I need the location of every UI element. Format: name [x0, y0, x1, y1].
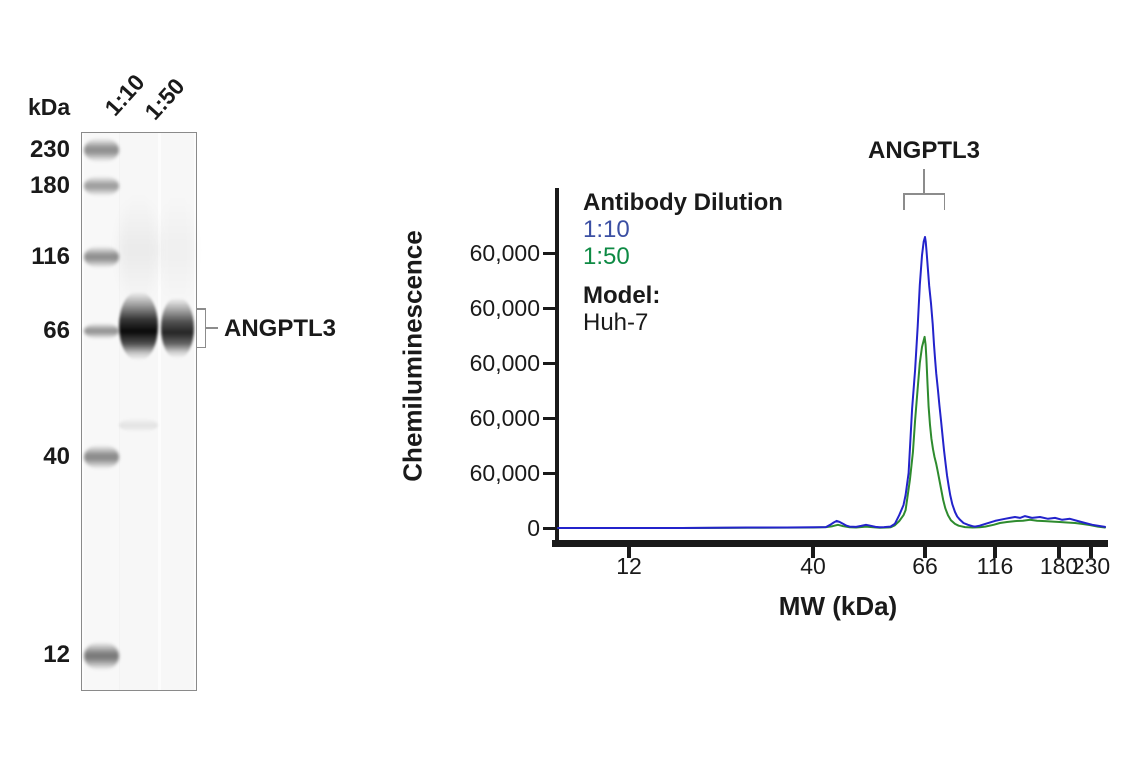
blot-bracket-top-arm	[196, 308, 206, 310]
mw-marker-66: 66	[43, 317, 70, 344]
ladder-band-12	[84, 642, 119, 670]
y-tick-1	[543, 306, 556, 310]
chart-legend: Antibody Dilution 1:10 1:50 Model: Huh-7	[583, 189, 783, 336]
ladder-band-180	[84, 176, 119, 196]
mw-marker-12: 12	[43, 641, 70, 668]
western-blot-panel: kDa 1:10 1:50 230 180 116 66 40 12 ANGPTL3	[0, 0, 336, 768]
legend-model-value: Huh-7	[583, 309, 649, 336]
blot-bracket-mid-tick	[206, 327, 218, 329]
peak-bracket-left-leg	[903, 193, 905, 210]
peak-bracket-right-leg	[943, 193, 945, 210]
ladder-band-230	[84, 138, 119, 162]
blot-band-annotation: ANGPTL3	[224, 315, 337, 342]
legend-entry-1-50: 1:50	[583, 243, 630, 270]
sample-band	[161, 298, 194, 358]
y-axis-title: Chemiluminescence	[397, 230, 428, 482]
x-tick-40	[811, 547, 815, 558]
x-tick-label-40: 40	[800, 553, 826, 579]
y-tick-4	[543, 471, 556, 475]
x-tick-116	[993, 547, 997, 558]
lane-haze	[119, 195, 158, 305]
y-tick-label-1: 60,000	[469, 295, 540, 321]
y-tick-label-5: 0	[527, 515, 540, 541]
y-tick-label-0: 60,000	[469, 240, 540, 266]
x-tick-label-230: 230	[1071, 553, 1111, 579]
peak-bracket-hline	[903, 193, 945, 195]
ladder-band-66	[84, 323, 119, 339]
ladder-band-116	[84, 246, 119, 268]
x-tick-label-116: 116	[976, 553, 1014, 579]
blot-bracket-bottom-arm	[196, 346, 206, 348]
y-tick-label-4: 60,000	[469, 460, 540, 486]
x-axis-line	[552, 540, 1108, 547]
y-tick-label-3: 60,000	[469, 405, 540, 431]
y-tick-3	[543, 416, 556, 420]
x-axis-title: MW (kDa)	[778, 591, 898, 621]
ladder-lane	[84, 133, 120, 690]
sample-band	[119, 418, 158, 432]
x-tick-230	[1089, 547, 1093, 558]
mw-marker-180: 180	[29, 172, 70, 199]
ladder-band-40	[84, 445, 119, 469]
lane-haze	[161, 195, 194, 305]
sample-band	[119, 292, 158, 360]
chart-panel: Chemiluminescence	[380, 0, 1141, 768]
x-tick-label-66: 66	[912, 553, 938, 579]
kda-unit-label: kDa	[28, 94, 71, 120]
x-tick-12	[627, 547, 631, 558]
peak-bracket-stem	[923, 169, 925, 194]
y-tick-label-2: 60,000	[469, 350, 540, 376]
mw-marker-116: 116	[31, 243, 70, 270]
blot-bracket-vertical	[204, 308, 206, 348]
mw-marker-40: 40	[43, 443, 70, 470]
lane-header-1:10: 1:10	[99, 69, 150, 121]
y-tick-2	[543, 361, 556, 365]
mw-marker-230: 230	[29, 136, 70, 163]
x-tick-180	[1057, 547, 1061, 558]
y-axis-line	[555, 188, 559, 544]
peak-annotation-label: ANGPTL3	[867, 137, 980, 164]
x-tick-66	[923, 547, 927, 558]
legend-model-label: Model:	[583, 282, 661, 309]
y-tick-0	[543, 251, 556, 255]
y-tick-5	[543, 526, 556, 530]
legend-entry-1-10: 1:10	[583, 216, 630, 243]
legend-title: Antibody Dilution	[583, 189, 783, 216]
blot-image	[81, 132, 197, 691]
x-tick-label-180: 180	[1039, 553, 1079, 579]
mw-marker-labels: 230 180 116 66 40 12	[0, 0, 80, 768]
lane-header-1:50: 1:50	[139, 73, 190, 125]
x-tick-label-12: 12	[616, 553, 642, 579]
